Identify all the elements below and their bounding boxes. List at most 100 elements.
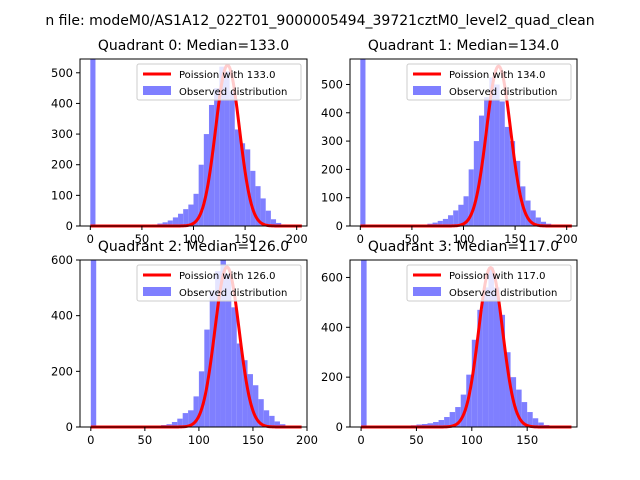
- histogram-bar: [437, 220, 443, 226]
- histogram-bar: [188, 410, 194, 427]
- histogram-bar: [214, 88, 220, 226]
- histogram-bar: [250, 170, 256, 226]
- histogram-bar: [269, 415, 275, 427]
- histogram-bar: [515, 160, 521, 226]
- histogram-bar: [167, 220, 173, 226]
- legend: Poission with 117.0 Observed distribution: [406, 264, 572, 302]
- histogram-bar: [265, 210, 271, 226]
- histogram-bar: [90, 59, 96, 226]
- histogram-bar: [361, 260, 367, 427]
- legend-label: Observed distribution: [179, 87, 287, 98]
- legend-label: Observed distribution: [449, 288, 557, 299]
- x-tick-label: 0: [357, 433, 364, 447]
- y-tick-label: 300: [51, 127, 73, 141]
- x-tick-label: 50: [135, 232, 150, 246]
- histogram-bar: [535, 217, 541, 226]
- histogram-bar: [453, 210, 459, 226]
- y-tick-label: 400: [51, 96, 73, 110]
- x-tick-label: 100: [188, 433, 210, 447]
- x-tick-label: 200: [556, 232, 578, 246]
- histogram-bar: [219, 66, 225, 226]
- histogram-bar: [252, 385, 259, 427]
- subplot-title: Quadrant 1: Median=134.0: [368, 38, 559, 54]
- histogram-bar: [263, 410, 270, 427]
- histogram-bar: [239, 143, 246, 226]
- histogram-bar: [177, 418, 183, 427]
- subplot-title: Quadrant 3: Median=117.0: [368, 239, 559, 255]
- histogram-bar: [494, 84, 500, 226]
- histogram-bar: [455, 407, 461, 427]
- y-tick-label: 300: [321, 134, 343, 148]
- x-tick-label: 150: [504, 232, 526, 246]
- histogram-bar: [193, 396, 199, 427]
- histogram-bar: [442, 218, 449, 226]
- figure-suptitle: n file: modeM0/AS1A12_022T01_9000005494_…: [45, 13, 594, 29]
- histogram-bar: [215, 271, 221, 427]
- histogram-bar: [433, 422, 439, 427]
- histogram-bar: [488, 267, 494, 427]
- histogram-bar: [468, 169, 474, 226]
- histogram-bar: [183, 209, 189, 226]
- axes-frame: [79, 259, 308, 428]
- histogram-bar: [270, 219, 277, 226]
- quadrant-3-plot: 0 50 100 150 0 200 400 600 Poission with 117.0 Ob…: [321, 239, 578, 447]
- histogram-bar: [521, 402, 528, 427]
- histogram-bar: [182, 413, 189, 427]
- histogram-bar: [504, 126, 510, 226]
- legend-patch-swatch: [413, 287, 441, 296]
- histogram-bar: [242, 360, 248, 427]
- legend-label: Poission with 126.0: [179, 271, 275, 282]
- histogram-bar: [473, 141, 479, 226]
- x-tick-label: 100: [183, 232, 205, 246]
- histogram-bar: [193, 193, 199, 226]
- legend: Poission with 126.0 Observed distribution: [136, 264, 302, 302]
- x-tick-label: 50: [405, 232, 420, 246]
- histogram-bar: [234, 129, 240, 226]
- histogram-bar: [540, 221, 547, 226]
- x-tick-label: 0: [87, 232, 94, 246]
- histogram-bar: [274, 421, 280, 427]
- legend-box: [136, 264, 302, 302]
- y-tick-label: 500: [321, 77, 343, 91]
- legend-box: [406, 63, 572, 101]
- x-tick-label: 50: [409, 433, 424, 447]
- legend: Poission with 134.0 Observed distribution: [406, 63, 572, 101]
- histogram-bar: [444, 417, 450, 427]
- legend-label: Observed distribution: [179, 288, 287, 299]
- histogram-bar: [463, 196, 469, 226]
- x-tick-label: 0: [357, 232, 364, 246]
- histogram-bar: [260, 198, 266, 226]
- x-tick-label: 50: [138, 433, 153, 447]
- histogram-bar: [236, 343, 243, 427]
- histogram-bar: [527, 412, 533, 427]
- legend-label: Poission with 117.0: [449, 271, 545, 282]
- x-tick-label: 150: [234, 232, 256, 246]
- y-tick-label: 0: [66, 420, 73, 434]
- histogram-bar: [484, 97, 490, 227]
- histogram-bar: [499, 101, 505, 226]
- y-tick-label: 100: [321, 191, 343, 205]
- histogram-bar: [172, 217, 179, 226]
- histogram-bar: [198, 371, 205, 427]
- histogram-bar: [538, 422, 544, 427]
- y-tick-label: 200: [51, 158, 73, 172]
- quadrant-0-plot: 0 50 100 150 200 0 100 200 300 400 500 Poission wit…: [51, 38, 308, 246]
- histogram-bar: [224, 71, 230, 226]
- histogram-bar: [505, 352, 511, 427]
- histogram-bar: [432, 222, 438, 226]
- x-tick-label: 0: [87, 433, 94, 447]
- histogram-bar: [427, 423, 434, 427]
- histogram-bar: [188, 204, 194, 226]
- legend-box: [136, 63, 302, 101]
- y-tick-label: 200: [51, 364, 73, 378]
- histogram-bar: [203, 134, 209, 226]
- y-tick-label: 600: [51, 253, 73, 267]
- histogram-bar: [489, 77, 495, 226]
- y-tick-label: 400: [321, 106, 343, 120]
- histogram-bar: [162, 222, 168, 226]
- histogram-bar: [493, 287, 500, 427]
- x-tick-label: 150: [242, 433, 264, 447]
- x-tick-label: 150: [516, 433, 538, 447]
- histogram-bar: [525, 200, 531, 226]
- x-tick-label: 100: [461, 433, 483, 447]
